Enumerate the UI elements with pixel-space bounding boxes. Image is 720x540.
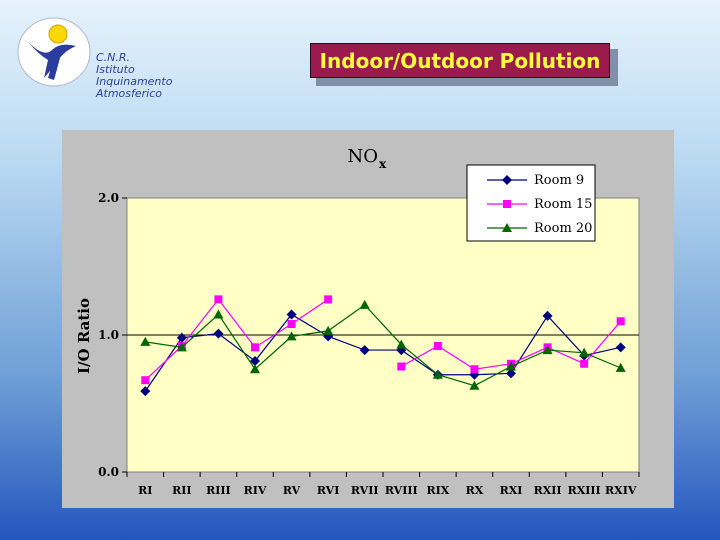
data-point <box>359 299 370 309</box>
data-point <box>542 345 553 355</box>
x-tick-label: RII <box>172 484 191 497</box>
series-line <box>144 313 621 392</box>
data-point <box>213 328 224 339</box>
data-point <box>616 317 625 326</box>
data-point <box>470 365 479 374</box>
x-tick-label: RXIV <box>605 484 637 497</box>
data-point <box>359 345 370 356</box>
data-point <box>542 310 553 321</box>
chart-svg: NO x 0.0 1.0 2.0 RI RII RIII RIV RV RVI RVII RVII… <box>75 146 640 497</box>
x-tick-label: RVI <box>317 484 339 497</box>
x-tick-label: RIII <box>206 484 231 497</box>
x-tick-label: RI <box>138 484 152 497</box>
x-tick-label: RIX <box>426 484 449 497</box>
data-point <box>397 362 406 371</box>
slide-title: Indoor/Outdoor Pollution <box>310 43 610 78</box>
data-point <box>251 343 259 352</box>
chart-panel: NO x 0.0 1.0 2.0 RI RII RIII RIV RV RVI RVII RVII… <box>62 130 674 508</box>
data-point <box>580 359 589 368</box>
logo-line-3: Inquinamento <box>96 75 173 88</box>
y-tick-label: 1.0 <box>98 328 119 342</box>
legend-label: Room 15 <box>534 197 592 212</box>
logo-line-4: Atmosferico <box>96 87 163 100</box>
x-tick-label: RXI <box>500 484 523 497</box>
data-point <box>469 380 480 390</box>
legend-marker <box>502 223 512 232</box>
logo-line-2: Istituto <box>96 63 135 76</box>
series-line <box>145 304 621 387</box>
data-point <box>615 362 626 372</box>
data-point <box>140 386 151 397</box>
legend-label: Room 20 <box>534 221 592 236</box>
cnr-emblem-icon <box>17 17 91 87</box>
data-point <box>287 320 296 329</box>
data-point <box>506 361 516 371</box>
data-point <box>506 368 516 379</box>
series-line <box>144 298 329 381</box>
x-tick-label: RXII <box>534 484 562 497</box>
data-point <box>286 331 297 341</box>
data-point <box>250 364 260 374</box>
data-point <box>176 342 187 352</box>
data-point <box>579 347 590 357</box>
legend-label: Room 9 <box>534 173 584 188</box>
data-point <box>140 336 151 346</box>
legend-marker <box>502 175 512 185</box>
y-axis-label: I/O Ratio <box>75 298 93 374</box>
legend: Room 9 Room 15 Room 20 <box>466 164 596 242</box>
x-tick-label: RIV <box>244 484 267 497</box>
y-axis: 0.0 1.0 2.0 <box>98 191 127 479</box>
logo-line-1: C.N.R. <box>96 51 131 64</box>
x-tick-label: RV <box>283 484 301 497</box>
legend-marker <box>503 200 511 208</box>
data-point <box>324 295 333 304</box>
data-point <box>286 309 297 320</box>
series-room-20 <box>140 299 626 390</box>
data-point <box>213 309 224 319</box>
x-axis: RI RII RIII RIV RV RVI RVII RVIII RIX RX RXI RXII RX… <box>126 472 640 497</box>
data-point <box>615 342 626 353</box>
data-point <box>141 376 150 385</box>
data-point <box>432 369 443 379</box>
data-point <box>250 356 260 367</box>
chart-title-subscript: x <box>379 157 387 171</box>
x-tick-label: RX <box>466 484 484 497</box>
cnr-logo: C.N.R. Istituto Inquinamento Atmosferico <box>14 14 174 104</box>
y-tick-label: 0.0 <box>98 465 119 479</box>
series-layer <box>140 295 626 397</box>
y-tick-label: 2.0 <box>98 191 119 205</box>
data-point <box>396 339 407 349</box>
chart-title: NO <box>347 146 378 167</box>
x-tick-label: RVIII <box>385 484 418 497</box>
x-tick-label: RXIII <box>568 484 601 497</box>
data-point <box>176 332 187 343</box>
data-point <box>469 369 480 380</box>
data-point <box>433 341 442 350</box>
x-tick-label: RVII <box>351 484 379 497</box>
data-point <box>323 325 334 335</box>
data-point <box>214 295 223 304</box>
